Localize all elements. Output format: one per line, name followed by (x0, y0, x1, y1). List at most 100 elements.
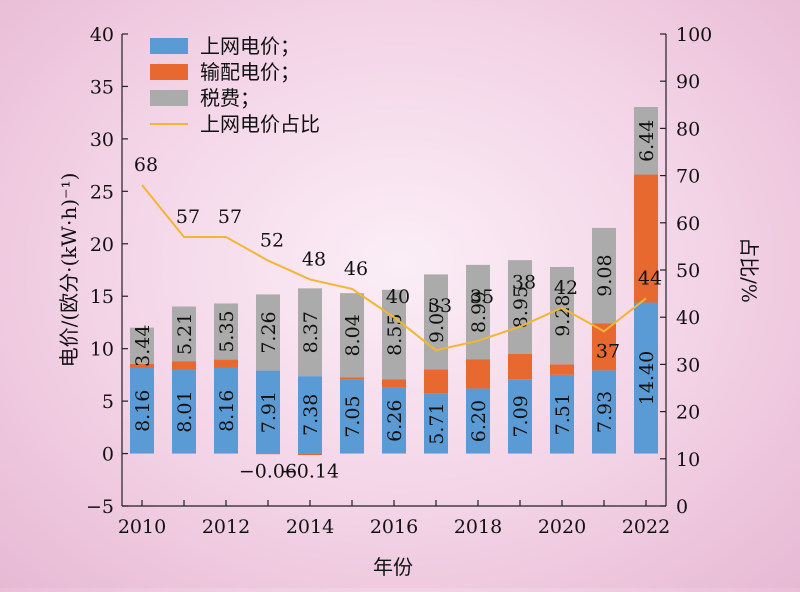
x-tick-label: 2014 (286, 516, 334, 538)
y-tick-label: 40 (90, 24, 114, 46)
line-value-label: 57 (218, 206, 242, 228)
line-value-label: 37 (596, 340, 620, 362)
y-tick-label: 35 (90, 76, 114, 98)
x-tick-label: 2022 (622, 516, 670, 538)
bar-value-label: 8.04 (342, 314, 364, 356)
bar-grid-price-2017 (424, 393, 448, 454)
bar-value-label: 6.26 (384, 400, 406, 442)
line-value-label: 42 (554, 277, 578, 299)
y2-axis-title: 占比/% (737, 237, 761, 303)
y2-tick-label: 30 (676, 354, 700, 376)
bar-value-label: 7.51 (552, 393, 574, 435)
y2-tick-label: 20 (676, 402, 700, 424)
bar-value-label: 8.37 (300, 311, 322, 353)
bar-grid-price-2018 (466, 388, 490, 454)
y2-tick-label: 0 (676, 496, 688, 518)
bar-grid-price-2010 (130, 367, 154, 454)
bar-grid-price-2021 (592, 370, 616, 454)
y2-tick-label: 100 (676, 24, 712, 46)
line-value-label: 38 (512, 272, 536, 294)
bar-transmission-price-2017 (424, 369, 448, 394)
legend-swatch (150, 90, 188, 106)
x-tick-label: 2012 (202, 516, 250, 538)
bar-grid-price-2015 (340, 379, 364, 454)
line-value-label: 46 (344, 258, 368, 280)
bar-value-label: 6.44 (636, 120, 658, 162)
bar-value-label: 3.44 (132, 325, 154, 367)
share-line (141, 184, 647, 352)
legend-label: 上网电价； (200, 34, 300, 58)
y2-tick-label: 80 (676, 118, 700, 140)
x-tick-label: 2016 (370, 516, 418, 538)
bar-value-label: 8.99 (468, 291, 490, 333)
x-tick-label: 2010 (118, 516, 166, 538)
bar-value-label: 8.95 (510, 286, 532, 328)
bar-grid-price-2022 (634, 302, 658, 454)
bar-transmission-price-2018 (466, 359, 490, 389)
bar-value-label: 9.28 (552, 294, 574, 336)
y-axis-title: 电价/(欧分·(kW·h)⁻¹) (57, 173, 81, 368)
bar-value-label: 7.91 (258, 391, 280, 433)
bar-transmission-price-2015 (340, 377, 364, 380)
x-tick-label: 2018 (454, 516, 502, 538)
line-value-label: 44 (638, 267, 662, 289)
bar-tax-2014 (298, 288, 322, 377)
line-value-label: 48 (302, 248, 326, 270)
bar-value-label: 8.16 (216, 390, 238, 432)
bar-tax-2015 (340, 293, 364, 378)
bar-value-label: 7.09 (510, 395, 532, 437)
bar-value-label: 9.07 (426, 301, 448, 343)
line-value-label: 68 (134, 154, 158, 176)
bar-transmission-price-2013 (256, 453, 280, 455)
bar-value-label: 5.21 (174, 313, 196, 355)
bar-tax-2020 (550, 266, 574, 365)
bar-value-label: 9.08 (594, 254, 616, 296)
bar-transmission-price-2020 (550, 364, 574, 375)
y-tick-label: 15 (90, 286, 114, 308)
bar-tax-2021 (592, 227, 616, 324)
bar-tax-2016 (382, 289, 406, 380)
bar-grid-price-2013 (256, 370, 280, 454)
line-value-label: 52 (260, 230, 284, 252)
line-value-label: 33 (428, 295, 452, 317)
bar-value-label: 7.05 (342, 395, 364, 437)
bar-transmission-price-2016 (382, 379, 406, 388)
y-tick-label: 30 (90, 129, 114, 151)
y-tick-label: 5 (102, 391, 114, 413)
bar-transmission-price-2010 (130, 363, 154, 368)
bar-transmission-price-2011 (172, 361, 196, 370)
legend-label: 上网电价占比 (200, 112, 320, 136)
bar-value-label: 5.35 (216, 310, 238, 352)
y-tick-label: 10 (90, 339, 114, 361)
bar-grid-price-2019 (508, 379, 532, 454)
bar-tax-2019 (508, 260, 532, 355)
y2-tick-label: 40 (676, 307, 700, 329)
line-value-label: 35 (470, 286, 494, 308)
bar-value-label: −0.14 (281, 461, 339, 483)
y-tick-label: 25 (90, 181, 114, 203)
bar-value-label: 8.16 (132, 390, 154, 432)
y2-tick-label: 70 (676, 166, 700, 188)
bar-value-label: 8.55 (384, 314, 406, 356)
bar-value-label: 7.38 (300, 394, 322, 436)
bar-grid-price-2011 (172, 369, 196, 454)
bar-tax-2022 (634, 107, 658, 175)
bar-tax-2010 (130, 327, 154, 364)
bar-transmission-price-2022 (634, 174, 658, 303)
y2-tick-label: 50 (676, 260, 700, 282)
bar-grid-price-2016 (382, 387, 406, 454)
y2-tick-label: 60 (676, 213, 700, 235)
bar-value-label: 6.20 (468, 400, 490, 442)
bar-grid-price-2014 (298, 376, 322, 454)
bar-transmission-price-2012 (214, 359, 238, 368)
bar-value-label: 8.01 (174, 390, 196, 432)
bar-value-label: 14.40 (636, 351, 658, 405)
y-tick-label: 0 (102, 444, 114, 466)
bar-transmission-price-2014 (298, 453, 322, 456)
legend-label: 输配电价； (200, 60, 300, 84)
y-tick-label: 20 (90, 234, 114, 256)
legend-swatch (150, 64, 188, 80)
bar-tax-2012 (214, 303, 238, 360)
